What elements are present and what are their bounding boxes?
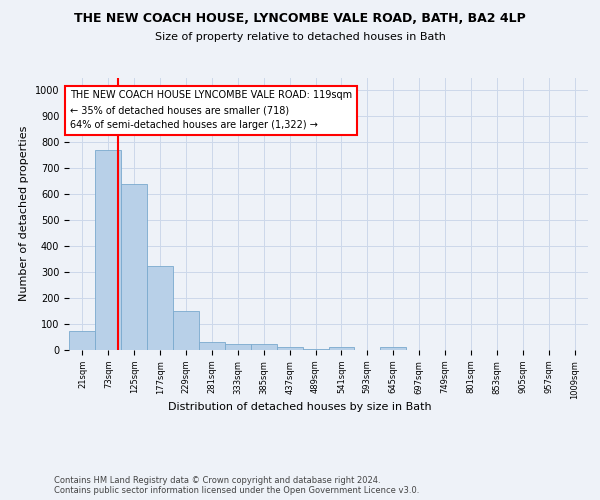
Bar [302,348,329,350]
Bar [121,184,147,350]
Bar [70,330,95,350]
Bar [329,348,355,350]
Bar [147,266,173,350]
Text: Contains HM Land Registry data © Crown copyright and database right 2024.
Contai: Contains HM Land Registry data © Crown c… [54,476,419,495]
Bar [225,344,251,350]
Bar [95,150,121,350]
Y-axis label: Number of detached properties: Number of detached properties [19,126,29,302]
Bar [277,348,302,350]
Bar [199,342,225,350]
Bar [173,311,199,350]
Text: THE NEW COACH HOUSE LYNCOMBE VALE ROAD: 119sqm
← 35% of detached houses are smal: THE NEW COACH HOUSE LYNCOMBE VALE ROAD: … [70,90,352,130]
Text: Size of property relative to detached houses in Bath: Size of property relative to detached ho… [155,32,445,42]
Bar [251,344,277,350]
Text: Distribution of detached houses by size in Bath: Distribution of detached houses by size … [168,402,432,412]
Bar [380,348,406,350]
Text: THE NEW COACH HOUSE, LYNCOMBE VALE ROAD, BATH, BA2 4LP: THE NEW COACH HOUSE, LYNCOMBE VALE ROAD,… [74,12,526,26]
